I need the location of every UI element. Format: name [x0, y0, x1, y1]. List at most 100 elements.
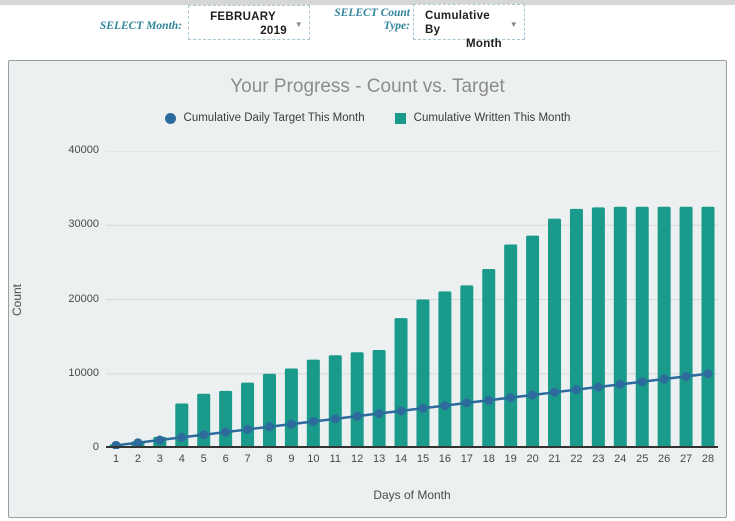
target-dot-day-21[interactable]	[550, 387, 560, 397]
x-tick-label-20: 20	[526, 453, 539, 465]
x-tick-label-24: 24	[614, 453, 627, 465]
month-dropdown[interactable]: FEBRUARY 2019 ▼	[188, 5, 310, 40]
x-tick-label-3: 3	[156, 453, 163, 465]
bar-day-24[interactable]	[613, 206, 627, 448]
top-strip	[0, 0, 735, 5]
y-axis-title: Count	[10, 283, 24, 317]
target-dot-day-16[interactable]	[440, 401, 450, 411]
legend: Cumulative Daily Target This Month Cumul…	[9, 112, 726, 124]
x-tick-label-16: 16	[438, 453, 451, 465]
bar-day-5[interactable]	[197, 393, 211, 448]
target-dot-day-23[interactable]	[593, 382, 603, 392]
select-count-type-label-line1: SELECT Count	[334, 7, 410, 19]
bar-day-12[interactable]	[350, 352, 364, 448]
x-tick-label-19: 19	[504, 453, 517, 465]
bar-day-26[interactable]	[657, 206, 671, 448]
target-dot-day-14[interactable]	[396, 406, 406, 416]
target-dot-day-17[interactable]	[462, 398, 472, 408]
bar-day-17[interactable]	[460, 285, 474, 448]
x-tick-label-18: 18	[482, 453, 495, 465]
x-tick-label-23: 23	[592, 453, 605, 465]
x-tick-label-8: 8	[266, 453, 273, 465]
bar-day-14[interactable]	[394, 318, 408, 448]
target-dot-day-13[interactable]	[374, 409, 384, 419]
month-dropdown-value-line2: 2019	[260, 25, 287, 37]
target-legend-marker-icon	[164, 112, 176, 124]
target-dot-day-4[interactable]	[177, 432, 187, 442]
x-tick-label-25: 25	[636, 453, 649, 465]
target-dot-day-5[interactable]	[199, 430, 209, 440]
target-dot-day-15[interactable]	[418, 403, 428, 413]
target-dot-day-20[interactable]	[528, 390, 538, 400]
month-dropdown-value-line1: FEBRUARY	[210, 11, 276, 23]
target-dot-day-19[interactable]	[506, 393, 516, 403]
y-tick-label-40000: 40000	[68, 144, 99, 156]
bar-day-13[interactable]	[372, 349, 386, 448]
target-dot-day-24[interactable]	[615, 379, 625, 389]
bar-day-22[interactable]	[569, 208, 583, 448]
bar-day-20[interactable]	[526, 235, 540, 448]
chevron-down-icon[interactable]: ▼	[294, 20, 303, 29]
chevron-down-icon[interactable]: ▼	[509, 20, 518, 29]
target-dot-day-18[interactable]	[484, 395, 494, 405]
x-tick-label-10: 10	[307, 453, 320, 465]
y-tick-label-0: 0	[92, 441, 99, 453]
plot-svg	[106, 151, 718, 449]
legend-item-written[interactable]: Cumulative Written This Month	[394, 112, 571, 124]
bar-day-6[interactable]	[219, 390, 233, 448]
target-dot-day-9[interactable]	[286, 419, 296, 429]
target-dot-day-26[interactable]	[659, 374, 669, 384]
target-dot-day-7[interactable]	[243, 424, 253, 434]
x-tick-label-26: 26	[658, 453, 671, 465]
bar-day-10[interactable]	[306, 359, 320, 448]
target-dot-day-6[interactable]	[221, 427, 231, 437]
target-dot-day-25[interactable]	[637, 377, 647, 387]
bar-day-25[interactable]	[635, 206, 649, 448]
x-tick-label-27: 27	[679, 453, 693, 465]
bar-day-16[interactable]	[438, 291, 452, 448]
x-tick-label-22: 22	[570, 453, 583, 465]
x-tick-label-12: 12	[351, 453, 364, 465]
target-dot-day-22[interactable]	[571, 385, 581, 395]
y-tick-label-30000: 30000	[68, 218, 99, 231]
legend-item-target[interactable]: Cumulative Daily Target This Month	[164, 112, 365, 124]
count-type-dropdown-value-line1: Cumulative By	[425, 10, 490, 36]
target-dot-day-3[interactable]	[155, 435, 165, 445]
bar-day-21[interactable]	[548, 218, 562, 448]
x-axis-title: Days of Month	[373, 488, 451, 502]
bar-day-23[interactable]	[591, 207, 605, 448]
bar-day-8[interactable]	[262, 373, 276, 448]
x-tick-label-7: 7	[244, 453, 251, 465]
bar-day-7[interactable]	[241, 382, 255, 448]
select-month-label: SELECT Month:	[99, 20, 182, 32]
bar-day-27[interactable]	[679, 206, 693, 448]
target-dot-day-27[interactable]	[681, 371, 691, 381]
legend-label-written: Cumulative Written This Month	[413, 112, 571, 124]
x-tick-label-14: 14	[394, 453, 408, 465]
target-dot-day-28[interactable]	[703, 369, 713, 379]
target-dot-day-12[interactable]	[352, 411, 362, 421]
chart-panel: Your Progress - Count vs. Target Cumulat…	[8, 60, 727, 518]
target-dot-day-11[interactable]	[330, 414, 340, 424]
target-dot-day-10[interactable]	[308, 416, 318, 426]
bar-day-19[interactable]	[504, 244, 518, 448]
bar-day-9[interactable]	[284, 368, 298, 448]
bar-day-11[interactable]	[328, 355, 342, 448]
legend-label-target: Cumulative Daily Target This Month	[183, 112, 365, 124]
x-tick-label-15: 15	[416, 453, 430, 465]
select-count-type-label-line2: Type:	[383, 20, 410, 32]
x-tick-label-13: 13	[372, 453, 386, 465]
bar-day-28[interactable]	[701, 206, 715, 448]
target-dot-day-8[interactable]	[264, 422, 274, 432]
x-tick-label-28: 28	[701, 453, 715, 465]
count-type-dropdown-value-line2: Month	[466, 38, 502, 50]
bar-day-15[interactable]	[416, 299, 430, 449]
x-tick-label-2: 2	[134, 453, 141, 465]
x-tick-label-11: 11	[329, 453, 341, 465]
target-dot-day-2[interactable]	[133, 438, 143, 448]
y-tick-label-10000: 10000	[68, 366, 99, 379]
bar-day-18[interactable]	[482, 269, 496, 448]
written-legend-marker-icon	[394, 112, 406, 124]
count-type-dropdown[interactable]: Cumulative By Month ▼	[413, 4, 525, 50]
